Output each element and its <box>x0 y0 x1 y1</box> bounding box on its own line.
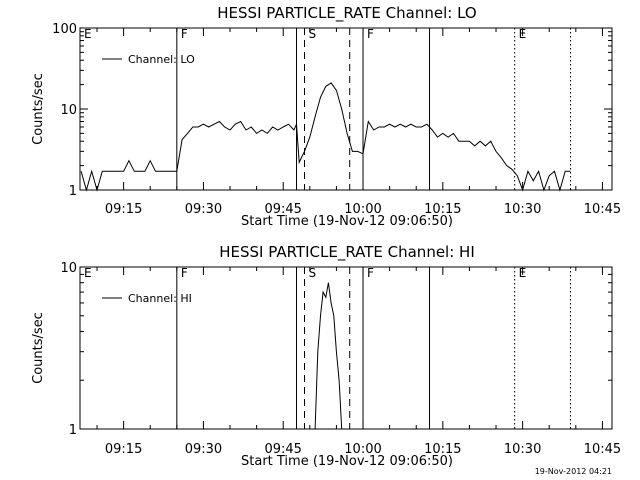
flag-label-hi: S <box>309 266 317 280</box>
y-tick-label-lo: 10 <box>60 103 77 118</box>
y-tick-label-lo: 1 <box>69 184 77 199</box>
y-tick-label-hi: 1 <box>69 423 77 438</box>
y-axis-label-lo: Counts/sec <box>31 73 46 145</box>
plot-timestamp: 19-Nov-2012 04:21 <box>535 467 612 476</box>
x-tick-label-hi: 09:30 <box>185 442 222 457</box>
x-tick-label-lo: 10:45 <box>584 202 621 217</box>
plot-frame-hi <box>79 266 613 430</box>
x-tick-label-lo: 10:00 <box>344 202 381 217</box>
flag-label-lo: S <box>309 27 317 41</box>
legend-label-lo: Channel: LO <box>128 53 195 66</box>
flag-label-hi: E <box>84 266 92 280</box>
x-tick-label-lo: 10:15 <box>424 202 461 217</box>
x-tick-label-hi: 10:15 <box>424 442 461 457</box>
flag-label-lo: F <box>367 27 374 41</box>
x-tick-label-lo: 09:15 <box>105 202 142 217</box>
flag-label-hi: F <box>367 266 374 280</box>
chart-title-hi: HESSI PARTICLE_RATE Channel: HI <box>219 243 475 262</box>
flag-label-hi: E <box>519 266 527 280</box>
legend-label-hi: Channel: HI <box>128 292 192 305</box>
y-tick-label-lo: 100 <box>52 22 77 37</box>
x-tick-label-lo: 10:30 <box>504 202 541 217</box>
x-tick-label-hi: 10:30 <box>504 442 541 457</box>
series-line-lo <box>80 82 571 192</box>
x-tick-label-hi: 09:15 <box>105 442 142 457</box>
x-tick-label-hi: 09:45 <box>264 442 301 457</box>
x-axis-label-lo: Start Time (19-Nov-12 09:06:50) <box>241 214 453 229</box>
series-line-hi <box>314 282 343 430</box>
flag-label-hi: F <box>181 266 188 280</box>
x-tick-label-hi: 10:00 <box>344 442 381 457</box>
x-tick-label-lo: 09:30 <box>185 202 222 217</box>
flag-label-lo: F <box>181 27 188 41</box>
x-tick-label-lo: 09:45 <box>264 202 301 217</box>
y-axis-label-hi: Counts/sec <box>31 312 46 384</box>
flag-label-lo: E <box>84 27 92 41</box>
y-tick-label-hi: 10 <box>60 261 77 276</box>
chart-title-lo: HESSI PARTICLE_RATE Channel: LO <box>217 4 476 23</box>
flag-label-lo: E <box>519 27 527 41</box>
x-axis-label-hi: Start Time (19-Nov-12 09:06:50) <box>241 454 453 469</box>
x-tick-label-hi: 10:45 <box>584 442 621 457</box>
